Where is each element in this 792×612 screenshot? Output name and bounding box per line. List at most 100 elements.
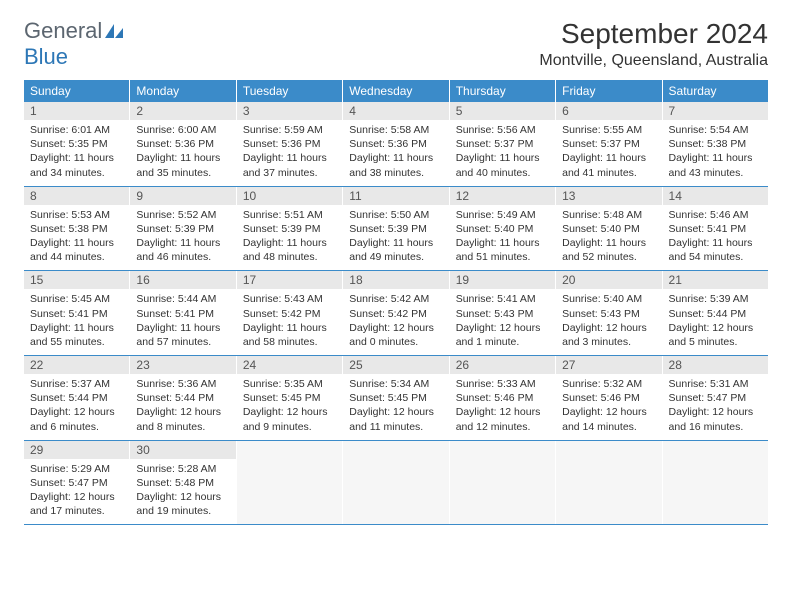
sunrise-text: Sunrise: 5:36 AM <box>136 377 229 391</box>
day-header: Sunday <box>24 80 130 102</box>
day-number: 1 <box>24 102 129 120</box>
day-cell: 30Sunrise: 5:28 AMSunset: 5:48 PMDayligh… <box>130 441 236 525</box>
day-number: 22 <box>24 356 129 374</box>
day-number: 16 <box>130 271 235 289</box>
daylight-text-1: Daylight: 11 hours <box>243 321 336 335</box>
day-header: Wednesday <box>343 80 449 102</box>
daylight-text-2: and 0 minutes. <box>349 335 442 349</box>
calendar: SundayMondayTuesdayWednesdayThursdayFrid… <box>24 80 768 525</box>
sunrise-text: Sunrise: 5:37 AM <box>30 377 123 391</box>
day-content: Sunrise: 5:51 AMSunset: 5:39 PMDaylight:… <box>237 205 342 271</box>
daylight-text-1: Daylight: 12 hours <box>562 405 655 419</box>
sunrise-text: Sunrise: 5:48 AM <box>562 208 655 222</box>
sunset-text: Sunset: 5:38 PM <box>669 137 762 151</box>
day-content: Sunrise: 5:49 AMSunset: 5:40 PMDaylight:… <box>450 205 555 271</box>
day-number: 8 <box>24 187 129 205</box>
sunrise-text: Sunrise: 5:44 AM <box>136 292 229 306</box>
sunset-text: Sunset: 5:43 PM <box>456 307 549 321</box>
daylight-text-2: and 5 minutes. <box>669 335 762 349</box>
day-cell: 21Sunrise: 5:39 AMSunset: 5:44 PMDayligh… <box>663 271 768 355</box>
sunset-text: Sunset: 5:42 PM <box>243 307 336 321</box>
daylight-text-1: Daylight: 11 hours <box>349 236 442 250</box>
day-cell: 29Sunrise: 5:29 AMSunset: 5:47 PMDayligh… <box>24 441 130 525</box>
daylight-text-1: Daylight: 11 hours <box>243 236 336 250</box>
daylight-text-1: Daylight: 12 hours <box>669 321 762 335</box>
daylight-text-1: Daylight: 11 hours <box>30 151 123 165</box>
sunset-text: Sunset: 5:35 PM <box>30 137 123 151</box>
day-content: Sunrise: 5:50 AMSunset: 5:39 PMDaylight:… <box>343 205 448 271</box>
sunset-text: Sunset: 5:41 PM <box>30 307 123 321</box>
day-number: 28 <box>663 356 768 374</box>
sunrise-text: Sunrise: 5:54 AM <box>669 123 762 137</box>
daylight-text-1: Daylight: 12 hours <box>30 490 123 504</box>
sunrise-text: Sunrise: 5:49 AM <box>456 208 549 222</box>
daylight-text-2: and 38 minutes. <box>349 166 442 180</box>
sunrise-text: Sunrise: 5:42 AM <box>349 292 442 306</box>
day-cell: 5Sunrise: 5:56 AMSunset: 5:37 PMDaylight… <box>450 102 556 186</box>
day-header: Saturday <box>663 80 768 102</box>
sunrise-text: Sunrise: 5:31 AM <box>669 377 762 391</box>
day-number: 10 <box>237 187 342 205</box>
day-content: Sunrise: 5:56 AMSunset: 5:37 PMDaylight:… <box>450 120 555 186</box>
day-header: Monday <box>130 80 236 102</box>
location: Montville, Queensland, Australia <box>539 52 768 70</box>
day-content: Sunrise: 5:29 AMSunset: 5:47 PMDaylight:… <box>24 459 129 525</box>
day-content: Sunrise: 5:44 AMSunset: 5:41 PMDaylight:… <box>130 289 235 355</box>
daylight-text-1: Daylight: 12 hours <box>30 405 123 419</box>
day-number: 19 <box>450 271 555 289</box>
day-cell: 18Sunrise: 5:42 AMSunset: 5:42 PMDayligh… <box>343 271 449 355</box>
sunrise-text: Sunrise: 5:43 AM <box>243 292 336 306</box>
day-number: 26 <box>450 356 555 374</box>
day-number: 15 <box>24 271 129 289</box>
day-cell: 22Sunrise: 5:37 AMSunset: 5:44 PMDayligh… <box>24 356 130 440</box>
daylight-text-1: Daylight: 11 hours <box>243 151 336 165</box>
day-number: 14 <box>663 187 768 205</box>
sunrise-text: Sunrise: 5:51 AM <box>243 208 336 222</box>
day-number: 12 <box>450 187 555 205</box>
sunset-text: Sunset: 5:47 PM <box>669 391 762 405</box>
daylight-text-1: Daylight: 11 hours <box>456 151 549 165</box>
day-cell: 6Sunrise: 5:55 AMSunset: 5:37 PMDaylight… <box>556 102 662 186</box>
sunrise-text: Sunrise: 5:29 AM <box>30 462 123 476</box>
logo-text: General Blue <box>24 18 123 70</box>
daylight-text-1: Daylight: 12 hours <box>349 321 442 335</box>
day-content: Sunrise: 5:32 AMSunset: 5:46 PMDaylight:… <box>556 374 661 440</box>
empty-day-cell <box>450 441 556 525</box>
daylight-text-1: Daylight: 11 hours <box>562 151 655 165</box>
daylight-text-2: and 11 minutes. <box>349 420 442 434</box>
sunset-text: Sunset: 5:39 PM <box>349 222 442 236</box>
top-bar: General Blue September 2024 Montville, Q… <box>24 18 768 70</box>
day-content: Sunrise: 5:53 AMSunset: 5:38 PMDaylight:… <box>24 205 129 271</box>
sunset-text: Sunset: 5:41 PM <box>669 222 762 236</box>
day-cell: 9Sunrise: 5:52 AMSunset: 5:39 PMDaylight… <box>130 187 236 271</box>
daylight-text-2: and 40 minutes. <box>456 166 549 180</box>
calendar-weeks: 1Sunrise: 6:01 AMSunset: 5:35 PMDaylight… <box>24 102 768 525</box>
sunrise-text: Sunrise: 5:32 AM <box>562 377 655 391</box>
daylight-text-1: Daylight: 11 hours <box>30 236 123 250</box>
sunrise-text: Sunrise: 5:59 AM <box>243 123 336 137</box>
day-number: 2 <box>130 102 235 120</box>
sunset-text: Sunset: 5:47 PM <box>30 476 123 490</box>
daylight-text-2: and 17 minutes. <box>30 504 123 518</box>
day-content: Sunrise: 5:40 AMSunset: 5:43 PMDaylight:… <box>556 289 661 355</box>
sunset-text: Sunset: 5:45 PM <box>349 391 442 405</box>
empty-day-cell <box>556 441 662 525</box>
daylight-text-2: and 51 minutes. <box>456 250 549 264</box>
day-number: 4 <box>343 102 448 120</box>
sunset-text: Sunset: 5:44 PM <box>136 391 229 405</box>
day-number: 23 <box>130 356 235 374</box>
sunset-text: Sunset: 5:36 PM <box>243 137 336 151</box>
day-number: 30 <box>130 441 235 459</box>
day-number: 27 <box>556 356 661 374</box>
daylight-text-1: Daylight: 12 hours <box>562 321 655 335</box>
day-cell: 24Sunrise: 5:35 AMSunset: 5:45 PMDayligh… <box>237 356 343 440</box>
daylight-text-1: Daylight: 11 hours <box>669 151 762 165</box>
sunrise-text: Sunrise: 5:45 AM <box>30 292 123 306</box>
day-cell: 8Sunrise: 5:53 AMSunset: 5:38 PMDaylight… <box>24 187 130 271</box>
day-number: 29 <box>24 441 129 459</box>
day-cell: 14Sunrise: 5:46 AMSunset: 5:41 PMDayligh… <box>663 187 768 271</box>
daylight-text-2: and 44 minutes. <box>30 250 123 264</box>
day-header: Tuesday <box>237 80 343 102</box>
daylight-text-2: and 19 minutes. <box>136 504 229 518</box>
daylight-text-2: and 9 minutes. <box>243 420 336 434</box>
